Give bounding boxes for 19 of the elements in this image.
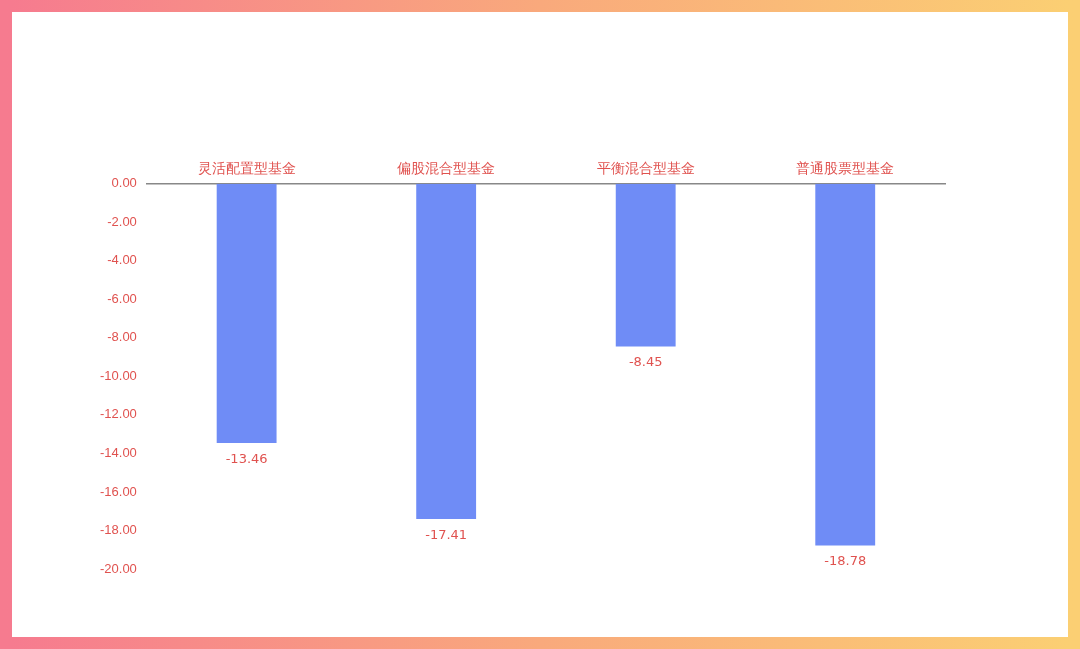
data-label: -17.41 bbox=[425, 526, 468, 542]
data-label: -13.46 bbox=[225, 450, 268, 466]
x-tick-label: 偏股混合型基金 bbox=[397, 160, 496, 177]
y-tick-label: -4.00 bbox=[107, 252, 137, 268]
x-tick-label: 平衡混合型基金 bbox=[596, 160, 695, 177]
y-tick-label: 0.00 bbox=[111, 175, 137, 191]
y-tick-label: -14.00 bbox=[99, 445, 137, 461]
y-tick-label: -18.00 bbox=[99, 522, 137, 538]
y-tick-label: -16.00 bbox=[99, 483, 137, 499]
y-tick-label: -12.00 bbox=[99, 406, 137, 422]
x-tick-label: 灵活配置型基金 bbox=[197, 160, 296, 177]
y-tick-label: -2.00 bbox=[107, 213, 137, 229]
data-label: -8.45 bbox=[628, 354, 663, 370]
y-tick-label: -6.00 bbox=[107, 290, 137, 306]
y-tick-label: -20.00 bbox=[99, 560, 137, 576]
x-tick-label: 普通股票型基金 bbox=[796, 160, 895, 177]
data-label: -18.78 bbox=[824, 553, 867, 569]
y-tick-label: -8.00 bbox=[107, 329, 137, 345]
y-tick-label: -10.00 bbox=[99, 367, 137, 383]
